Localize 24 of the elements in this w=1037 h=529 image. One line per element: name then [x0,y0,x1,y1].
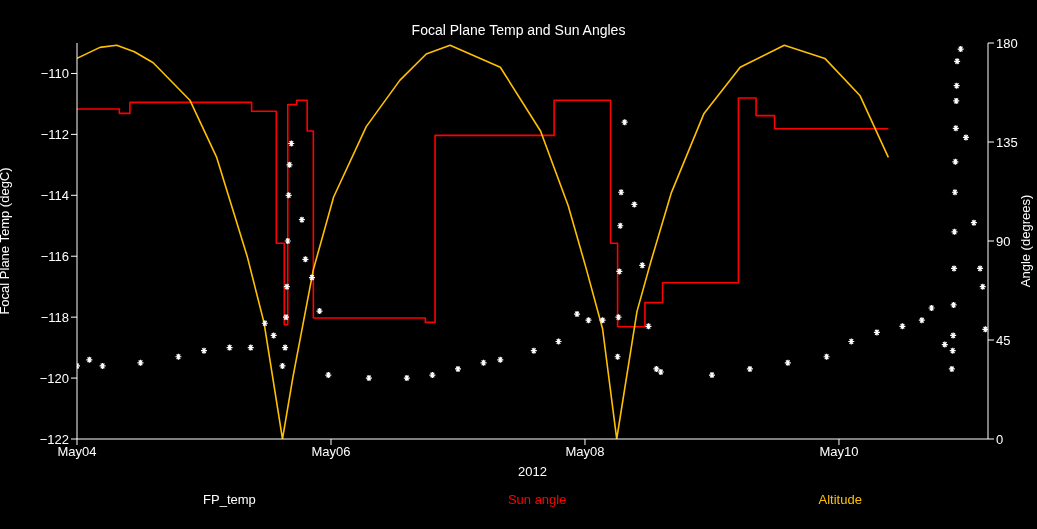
x-tick-label: May06 [311,444,351,460]
y2-tick-label: 45 [996,332,1011,348]
y-tick-label: −118 [40,309,69,325]
y-tick-label: −112 [40,127,69,142]
y-tick-label: −114 [40,187,69,203]
text: Sun angle [507,492,567,507]
y2-tick-label: 90 [996,233,1011,249]
y2-axis-title: Angle (degrees) [1017,194,1033,288]
x-axis-title: 2012 [518,464,547,480]
y-tick-label: −116 [40,248,69,264]
chart-title: Focal Plane Temp and Sun Angles [411,22,626,38]
y-axis-title: Focal Plane Temp (degC) [0,167,12,315]
y-tick-label: −110 [40,66,69,82]
y-tick-label: −122 [39,431,69,447]
line-series [77,44,890,439]
text: Altitude [818,492,862,507]
y2-tick-label: 180 [996,35,1018,51]
y2-tick-label: 0 [996,431,1004,447]
text: FP_temp [203,492,256,507]
x-tick-label: May10 [819,444,859,460]
x-tick-label: May08 [565,444,605,460]
x-tick-label: May04 [57,444,97,460]
y2-tick-label: 135 [996,134,1018,150]
y-tick-label: −120 [39,370,69,386]
